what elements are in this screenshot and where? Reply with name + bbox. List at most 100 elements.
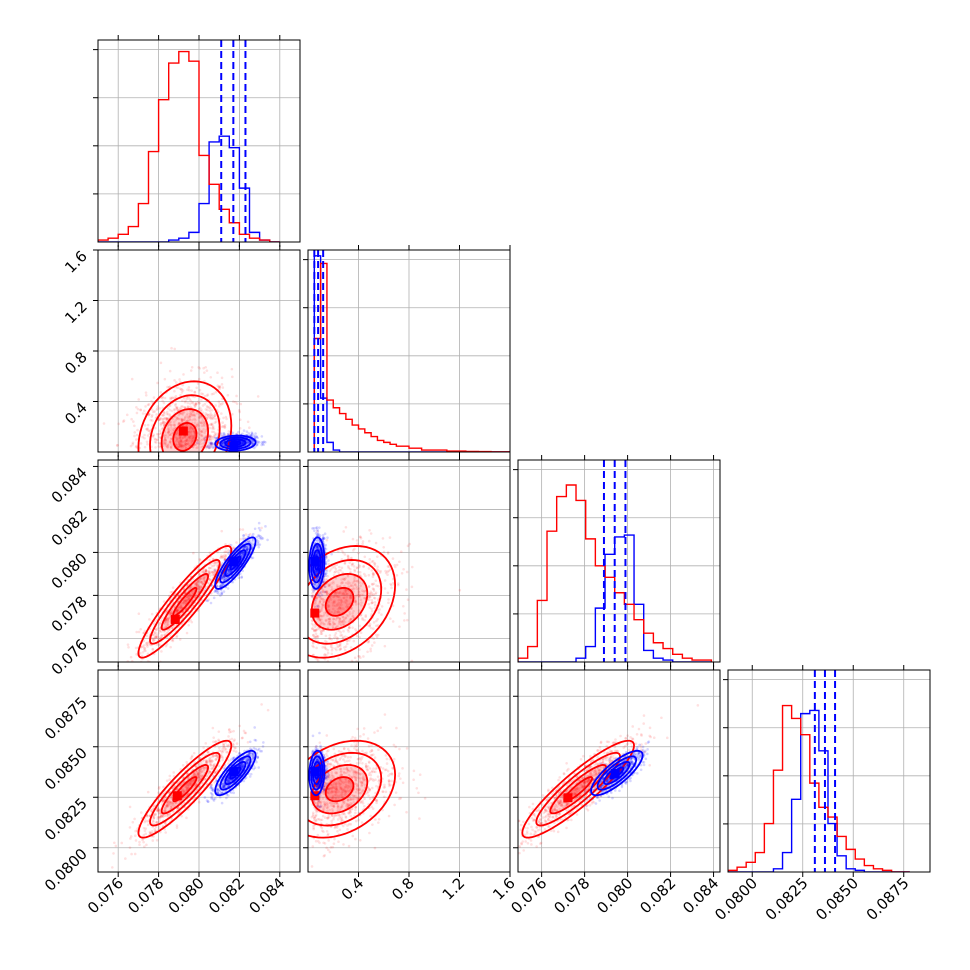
scatter-point bbox=[335, 583, 339, 587]
scatter-point bbox=[340, 603, 343, 607]
panel-3-3: 0.0800 0.0825 0.0850 0.0875 bbox=[711, 665, 931, 924]
scatter-point bbox=[367, 640, 371, 644]
scatter-point bbox=[345, 592, 349, 596]
scatter-point bbox=[164, 438, 168, 442]
scatter-point bbox=[327, 617, 331, 621]
x-tick-label: 0.0850 bbox=[812, 874, 862, 924]
scatter-point bbox=[181, 440, 185, 444]
scatter-point bbox=[334, 618, 338, 621]
scatter-point bbox=[208, 413, 212, 417]
scatter-point bbox=[162, 439, 166, 442]
scatter-point bbox=[348, 567, 352, 571]
scatter-point bbox=[167, 443, 170, 447]
scatter-point bbox=[183, 406, 186, 409]
scatter-point bbox=[199, 415, 202, 419]
scatter-point bbox=[311, 591, 314, 595]
scatter-point bbox=[209, 442, 213, 446]
scatter-point bbox=[247, 432, 251, 435]
scatter-point bbox=[177, 417, 181, 421]
scatter-point bbox=[353, 547, 356, 551]
scatter-point bbox=[350, 659, 354, 662]
scatter-point bbox=[197, 402, 201, 405]
scatter-point bbox=[153, 437, 157, 441]
scatter-point bbox=[317, 603, 320, 606]
scatter-point bbox=[368, 606, 372, 609]
scatter-point bbox=[202, 436, 206, 439]
scatter-point bbox=[177, 445, 180, 449]
scatter-point bbox=[330, 643, 333, 647]
scatter-point bbox=[179, 435, 183, 439]
scatter-point bbox=[220, 383, 224, 386]
scatter-point bbox=[186, 419, 189, 422]
scatter-point bbox=[391, 620, 395, 623]
scatter-point bbox=[348, 664, 351, 667]
scatter-point bbox=[361, 589, 364, 592]
scatter-point bbox=[186, 595, 190, 598]
scatter-point bbox=[222, 578, 226, 581]
scatter-point bbox=[341, 615, 344, 619]
scatter-point bbox=[154, 438, 157, 441]
scatter-point bbox=[186, 388, 189, 391]
scatter-point bbox=[141, 435, 144, 439]
scatter-point bbox=[315, 576, 319, 580]
scatter-point bbox=[175, 438, 179, 442]
scatter-point bbox=[202, 424, 206, 428]
scatter-point bbox=[192, 435, 196, 439]
scatter-point bbox=[321, 603, 325, 607]
scatter-point bbox=[359, 598, 363, 602]
scatter-point bbox=[353, 599, 357, 603]
scatter-point bbox=[343, 588, 346, 592]
scatter-point bbox=[315, 577, 319, 581]
scatter-point bbox=[241, 537, 245, 540]
scatter-point bbox=[367, 602, 371, 606]
scatter-point bbox=[224, 555, 227, 558]
scatter-point bbox=[223, 550, 226, 554]
scatter-point bbox=[182, 418, 186, 422]
scatter-point bbox=[370, 582, 374, 586]
scatter-point bbox=[342, 578, 346, 581]
scatter-point bbox=[196, 587, 200, 591]
scatter-point bbox=[340, 619, 344, 623]
scatter-point bbox=[354, 603, 358, 606]
scatter-point bbox=[168, 369, 172, 373]
scatter-point bbox=[191, 436, 195, 440]
scatter-point bbox=[360, 593, 363, 597]
scatter-point bbox=[169, 611, 172, 615]
scatter-point bbox=[349, 571, 352, 574]
scatter-point bbox=[341, 635, 345, 639]
scatter-point bbox=[321, 621, 324, 624]
scatter-point bbox=[201, 442, 205, 445]
scatter-point bbox=[221, 386, 225, 389]
scatter-point bbox=[194, 401, 197, 405]
scatter-point bbox=[387, 601, 390, 605]
scatter-point bbox=[167, 628, 171, 632]
scatter-point bbox=[164, 440, 168, 444]
scatter-point bbox=[204, 429, 208, 433]
scatter-point bbox=[204, 569, 208, 573]
scatter-point bbox=[208, 574, 212, 578]
scatter-point bbox=[359, 656, 362, 659]
scatter-point bbox=[319, 674, 322, 677]
scatter-point bbox=[189, 438, 192, 441]
scatter-point bbox=[152, 410, 155, 414]
scatter-point bbox=[214, 420, 218, 423]
scatter-point bbox=[348, 626, 351, 629]
scatter-point bbox=[192, 589, 196, 593]
scatter-point bbox=[349, 584, 353, 588]
scatter-point bbox=[189, 432, 193, 435]
scatter-point bbox=[174, 402, 177, 406]
scatter-point bbox=[351, 615, 355, 618]
scatter-point bbox=[203, 394, 207, 398]
scatter-point bbox=[223, 557, 227, 561]
scatter-point bbox=[338, 648, 342, 652]
scatter-point bbox=[136, 428, 139, 432]
scatter-point bbox=[339, 623, 343, 627]
scatter-point bbox=[344, 525, 348, 529]
scatter-point bbox=[333, 622, 337, 626]
contour-line bbox=[214, 536, 257, 590]
scatter-point bbox=[340, 633, 344, 637]
scatter-point bbox=[181, 611, 184, 614]
scatter-point bbox=[362, 596, 366, 600]
scatter-point bbox=[359, 536, 363, 540]
scatter-point bbox=[377, 584, 380, 588]
